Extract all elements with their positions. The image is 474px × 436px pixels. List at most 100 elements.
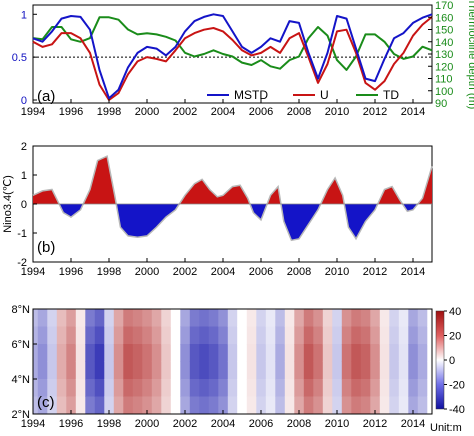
heat-cell (294, 396, 305, 415)
heat-cell (37, 396, 48, 415)
heat-cell (256, 326, 267, 345)
heat-cell (237, 361, 248, 380)
heat-cell (104, 344, 115, 362)
heat-cell (417, 379, 428, 397)
heat-cell (208, 344, 219, 362)
heat-cell (132, 396, 143, 415)
heat-cell (246, 344, 257, 362)
heat-cell (237, 344, 248, 362)
heat-cell (151, 344, 162, 362)
panel-c-label: (c) (37, 394, 55, 411)
heat-cell (75, 344, 86, 362)
heat-cell (208, 361, 219, 380)
panel-b-y-label: Nino3.4(℃) (2, 175, 14, 233)
heat-cell (379, 344, 390, 362)
heat-cell (303, 361, 314, 380)
x-tick-label: 2004 (211, 106, 235, 118)
y2-tick-label: 150 (435, 25, 453, 37)
heat-cell (113, 379, 124, 397)
heat-cell (123, 344, 134, 362)
heat-cell (398, 326, 409, 345)
heat-cell (341, 396, 352, 415)
heat-cell (66, 361, 77, 380)
heat-cell (322, 396, 333, 415)
heat-cell (265, 396, 276, 415)
panel-b-y-ticks: -2 -1 0 1 2 (17, 141, 37, 269)
x-tick-label: 1998 (97, 106, 121, 118)
colorbar-tick-label: 0 (449, 355, 455, 367)
heat-cell (56, 309, 67, 327)
heat-cell (284, 309, 295, 327)
heat-cell (322, 361, 333, 380)
y2-tick-label: 140 (435, 37, 453, 49)
heat-cell (66, 326, 77, 345)
heat-cell (417, 396, 428, 415)
heat-cell (379, 361, 390, 380)
heat-cell (265, 309, 276, 327)
heat-cell (332, 361, 343, 380)
heat-cell (199, 344, 210, 362)
heat-cell (180, 361, 191, 380)
heat-cell (370, 326, 381, 345)
heat-cell (85, 326, 96, 345)
heat-cell (104, 379, 115, 397)
heat-cell (199, 309, 210, 327)
y-tick-label: 1 (21, 9, 27, 21)
heat-cell (37, 344, 48, 362)
heat-cell (427, 396, 433, 415)
heat-cell (389, 379, 400, 397)
heat-cell (360, 326, 371, 345)
y-tick-label: 2 (21, 141, 27, 153)
x-tick-label: 2008 (287, 266, 311, 278)
heat-cell (379, 396, 390, 415)
x-tick-label: 2002 (173, 418, 197, 430)
heat-cell (151, 361, 162, 380)
heat-cell (227, 396, 238, 415)
heat-cell (37, 326, 48, 345)
heat-cell (56, 396, 67, 415)
heat-cell (246, 361, 257, 380)
negative-area (33, 204, 432, 241)
heat-cell (351, 361, 362, 380)
x-tick-label: 2000 (135, 106, 159, 118)
heat-cell (322, 326, 333, 345)
heat-cell (47, 326, 58, 345)
heat-cell (408, 309, 419, 327)
y-tick-label: 2°N (12, 409, 31, 421)
heat-cell (303, 396, 314, 415)
heat-cell (161, 326, 172, 345)
heat-cell (33, 361, 39, 380)
heat-cell (389, 326, 400, 345)
y2-tick-label: 110 (435, 74, 453, 86)
heat-cell (132, 379, 143, 397)
heat-cell (408, 344, 419, 362)
series-line-u (32, 16, 433, 101)
heat-cell (56, 344, 67, 362)
heat-cell (313, 309, 324, 327)
heat-cell (417, 326, 428, 345)
heat-cell (275, 361, 286, 380)
heat-cell (142, 361, 153, 380)
heat-cell (123, 326, 134, 345)
heat-cell (313, 396, 324, 415)
y2-tick-label: 170 (435, 0, 453, 12)
heat-cell (37, 309, 48, 327)
heat-cell (218, 379, 229, 397)
heat-cell (332, 326, 343, 345)
heat-cell (199, 361, 210, 380)
heat-cell (389, 309, 400, 327)
heat-cell (303, 344, 314, 362)
colorbar-unit-label: Unit:m (430, 422, 462, 434)
heat-cell (227, 344, 238, 362)
heat-cell (208, 309, 219, 327)
x-tick-label: 2000 (135, 266, 159, 278)
heat-cell (351, 396, 362, 415)
heat-cell (208, 379, 219, 397)
heat-cell (123, 379, 134, 397)
heat-cell (284, 361, 295, 380)
x-tick-label: 2004 (211, 266, 235, 278)
heat-cell (408, 396, 419, 415)
heat-cell (322, 344, 333, 362)
heat-cell (113, 344, 124, 362)
heat-cell (56, 326, 67, 345)
